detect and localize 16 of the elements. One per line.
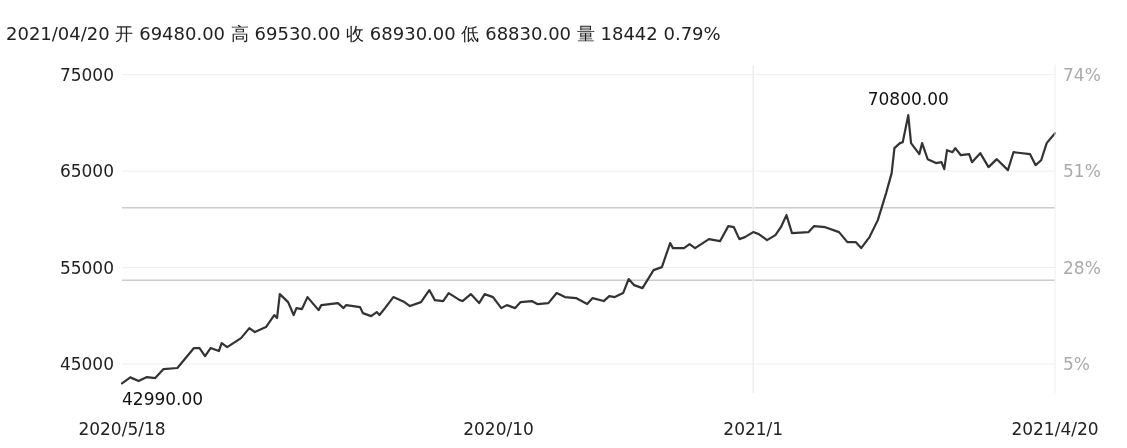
y2-tick-label: 5% bbox=[1063, 354, 1090, 375]
annotation: 42990.00 bbox=[122, 389, 204, 410]
x-tick-label: 2021/4/20 bbox=[1011, 419, 1099, 439]
y-tick-label: 65000 bbox=[59, 161, 114, 182]
x-tick-label: 2020/5/18 bbox=[78, 419, 166, 439]
annotation: 70800.00 bbox=[867, 89, 949, 110]
y2-tick-label: 51% bbox=[1063, 161, 1101, 182]
y2-tick-label: 28% bbox=[1063, 257, 1101, 278]
line-series bbox=[120, 114, 1057, 385]
y-tick-label: 45000 bbox=[59, 354, 114, 375]
y2-tick-label: 74% bbox=[1063, 64, 1101, 85]
y-tick-label: 75000 bbox=[59, 64, 114, 85]
y-tick-label: 55000 bbox=[59, 257, 114, 278]
chart-title: 2021/04/20 开 69480.00 高 69530.00 收 68930.00 低 68830.00 量 18442 0.79% bbox=[6, 23, 721, 44]
x-tick-label: 2020/10 bbox=[463, 419, 534, 439]
x-tick-label: 2021/1 bbox=[723, 419, 784, 439]
